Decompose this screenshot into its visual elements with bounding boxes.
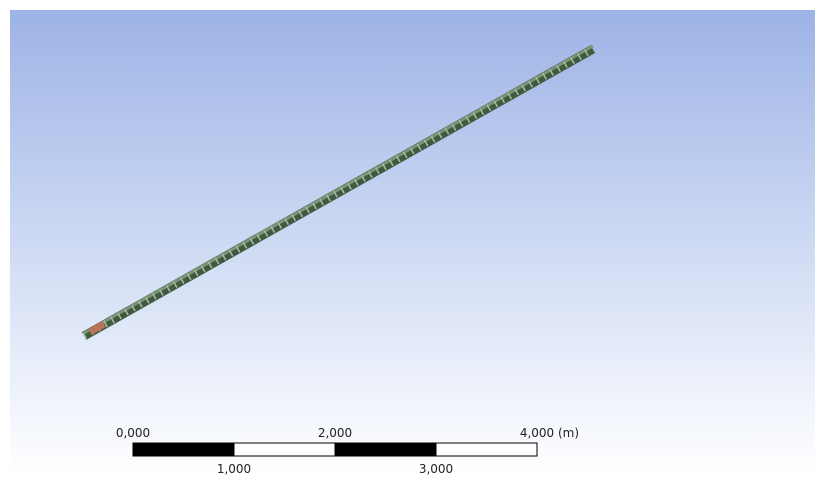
scale-unit: (m) <box>558 426 579 440</box>
scale-segment-light <box>436 443 537 456</box>
viewport-background <box>10 10 815 475</box>
scale-label: 3,000 <box>419 462 453 476</box>
scale-segment-dark <box>335 443 436 456</box>
scale-label: 1,000 <box>217 462 251 476</box>
scale-segment-light <box>234 443 335 456</box>
scale-label: 2,000 <box>318 426 352 440</box>
scale-label: 0,000 <box>116 426 150 440</box>
scale-label: 4,000 <box>520 426 554 440</box>
page: 0,000 2,000 4,000 (m) 1,000 3,000 (() =>… <box>0 0 825 485</box>
viewport: 0,000 2,000 4,000 (m) 1,000 3,000 <box>0 0 825 485</box>
scale-segment-dark <box>133 443 234 456</box>
